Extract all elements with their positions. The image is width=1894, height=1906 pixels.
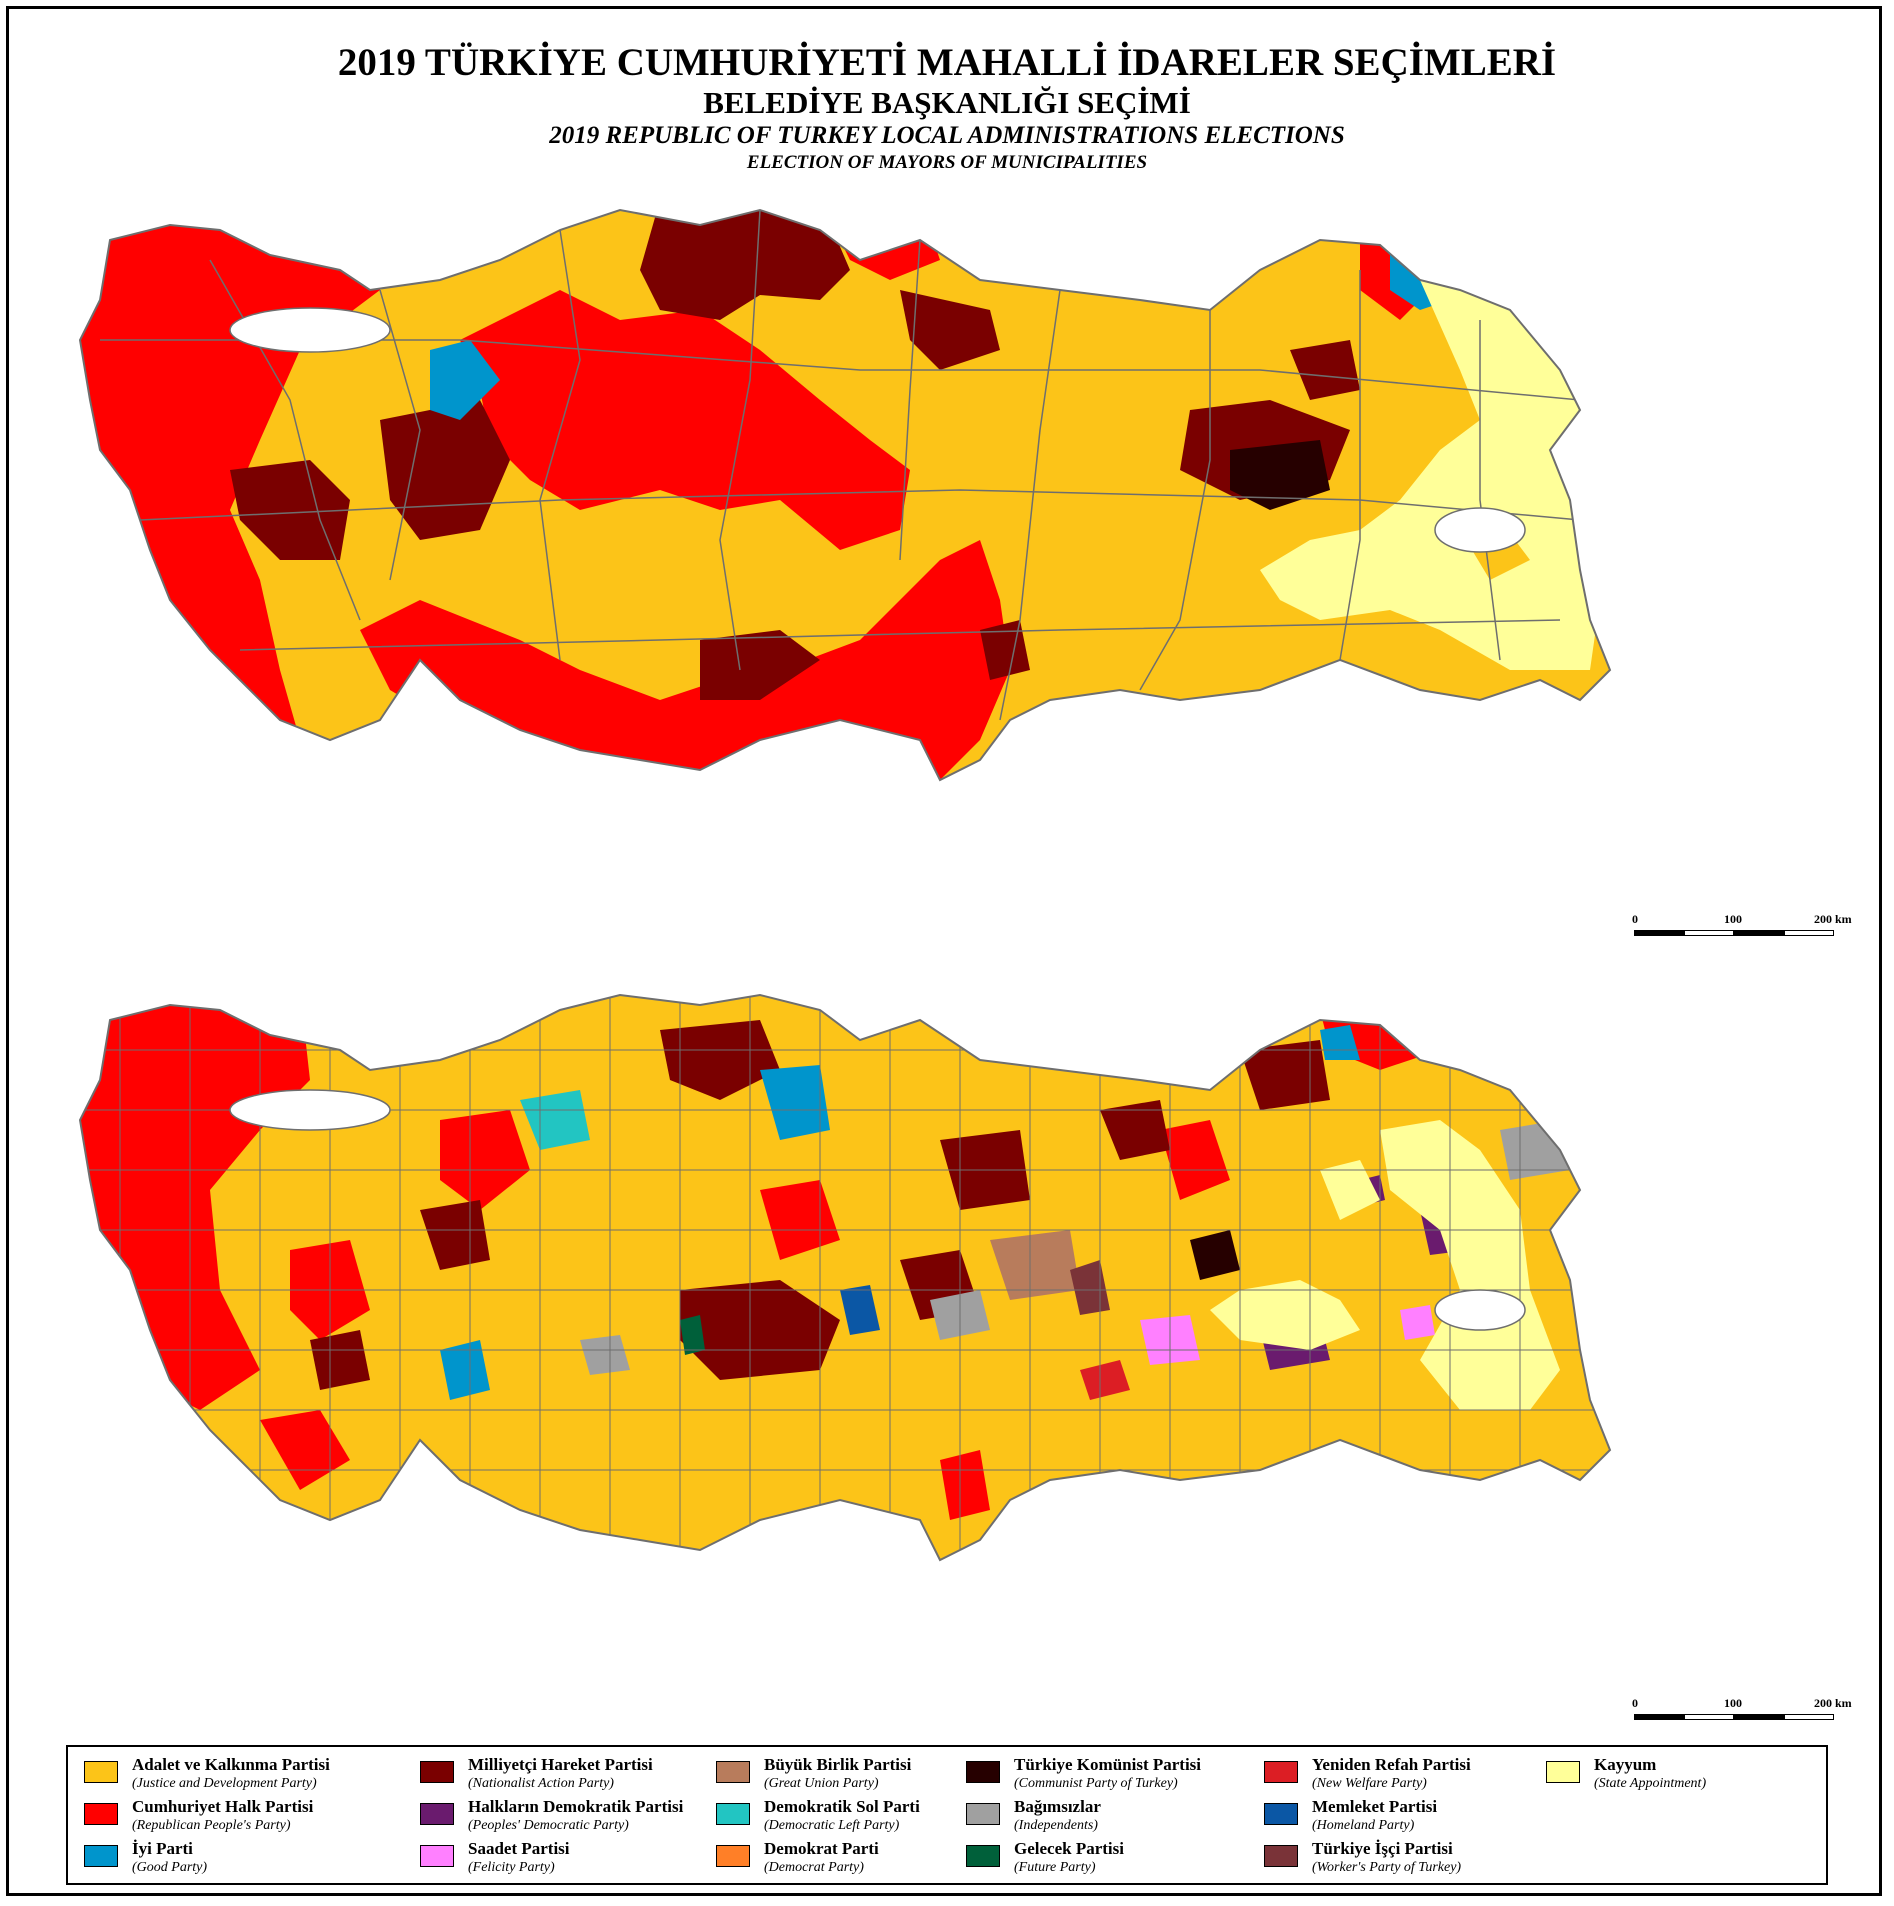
legend-item: Adalet ve Kalkınma Partisi (Justice and D… bbox=[84, 1755, 354, 1793]
legend-swatch bbox=[420, 1761, 454, 1783]
legend-party-name: Halkların Demokratik Partisi bbox=[468, 1797, 684, 1816]
scale-label-100: 100 bbox=[1724, 912, 1742, 926]
legend-party-english: (Justice and Development Party) bbox=[132, 1776, 317, 1791]
subtitle-english: ELECTION OF MAYORS OF MUNICIPALITIES bbox=[746, 152, 1148, 173]
legend-item: Cumhuriyet Halk Partisi (Republican Peopl… bbox=[84, 1797, 354, 1835]
legend: Adalet ve Kalkınma Partisi (Justice and D… bbox=[66, 1745, 1828, 1885]
legend-party-name: İyi Parti bbox=[132, 1839, 193, 1858]
legend-party-name: Adalet ve Kalkınma Partisi bbox=[132, 1755, 330, 1774]
legend-party-english: (Felicity Party) bbox=[468, 1860, 555, 1875]
legend-party-name: Türkiye Komünist Partisi bbox=[1014, 1755, 1202, 1774]
legend-party-name: Milliyetçi Hareket Partisi bbox=[468, 1755, 653, 1774]
legend-swatch bbox=[716, 1803, 750, 1825]
legend-party-name: Türkiye İşçi Partisi bbox=[1312, 1839, 1453, 1858]
legend-swatch bbox=[84, 1803, 118, 1825]
legend-swatch bbox=[1264, 1803, 1298, 1825]
legend-party-name: Demokrat Parti bbox=[764, 1839, 879, 1858]
legend-swatch bbox=[1546, 1761, 1580, 1783]
legend-swatch bbox=[966, 1761, 1000, 1783]
scale-label-200: 200 km bbox=[1814, 912, 1852, 926]
legend-party-english: (Republican People's Party) bbox=[132, 1818, 291, 1833]
scale-label-100: 100 bbox=[1724, 1696, 1742, 1710]
legend-party-english: (State Appointment) bbox=[1594, 1776, 1707, 1791]
scale-bar-top: 0 100 200 km bbox=[1632, 912, 1852, 952]
legend-item: Memleket Partisi (Homeland Party) bbox=[1264, 1797, 1534, 1835]
legend-party-name: Demokratik Sol Parti bbox=[764, 1797, 920, 1816]
legend-item: Bağımsızlar (Independents) bbox=[966, 1797, 1236, 1835]
legend-party-english: (Independents) bbox=[1014, 1818, 1098, 1833]
legend-swatch bbox=[84, 1761, 118, 1783]
legend-item: Yeniden Refah Partisi (New Welfare Party) bbox=[1264, 1755, 1534, 1793]
scale-label-0: 0 bbox=[1632, 1696, 1638, 1710]
legend-party-english: (Good Party) bbox=[132, 1860, 208, 1875]
legend-party-english: (Communist Party of Turkey) bbox=[1014, 1776, 1178, 1791]
legend-party-english: (Democratic Left Party) bbox=[764, 1818, 900, 1833]
legend-swatch bbox=[84, 1845, 118, 1867]
legend-item: Gelecek Partisi (Future Party) bbox=[966, 1839, 1236, 1877]
legend-party-english: (Democrat Party) bbox=[764, 1860, 864, 1875]
legend-swatch bbox=[1264, 1845, 1298, 1867]
province-level-map bbox=[60, 200, 1840, 960]
legend-item: Türkiye İşçi Partisi (Worker's Party of T… bbox=[1264, 1839, 1534, 1877]
legend-party-name: Memleket Partisi bbox=[1312, 1797, 1438, 1816]
legend-swatch bbox=[1264, 1761, 1298, 1783]
legend-party-name: Büyük Birlik Partisi bbox=[764, 1755, 912, 1774]
scale-bar-bottom: 0 100 200 km bbox=[1632, 1696, 1852, 1736]
legend-party-name: Bağımsızlar bbox=[1014, 1797, 1101, 1816]
legend-item: Demokrat Parti (Democrat Party) bbox=[716, 1839, 986, 1877]
title-english: 2019 REPUBLIC OF TURKEY LOCAL ADMINISTRA… bbox=[549, 122, 1345, 149]
legend-party-english: (Worker's Party of Turkey) bbox=[1312, 1860, 1462, 1875]
legend-party-english: (Peoples' Democratic Party) bbox=[468, 1818, 629, 1833]
district-level-map bbox=[60, 990, 1840, 1730]
legend-party-english: (New Welfare Party) bbox=[1312, 1776, 1427, 1791]
legend-swatch bbox=[716, 1761, 750, 1783]
outer-frame bbox=[6, 6, 1882, 1896]
legend-item: Saadet Partisi (Felicity Party) bbox=[420, 1839, 690, 1877]
legend-item: Büyük Birlik Partisi (Great Union Party) bbox=[716, 1755, 986, 1793]
legend-party-name: Cumhuriyet Halk Partisi bbox=[132, 1797, 314, 1816]
legend-party-name: Saadet Partisi bbox=[468, 1839, 570, 1858]
legend-party-english: (Homeland Party) bbox=[1312, 1818, 1415, 1833]
legend-party-name: Kayyum bbox=[1594, 1755, 1657, 1774]
title-turkish: 2019 TÜRKİYE CUMHURİYETİ MAHALLİ İDARELE… bbox=[337, 41, 1557, 84]
legend-swatch bbox=[420, 1845, 454, 1867]
legend-party-name: Gelecek Partisi bbox=[1014, 1839, 1124, 1858]
legend-item: Demokratik Sol Parti (Democratic Left Par… bbox=[716, 1797, 986, 1835]
subtitle-turkish: BELEDİYE BAŞKANLIĞI SEÇİMİ bbox=[703, 85, 1191, 120]
legend-party-name: Yeniden Refah Partisi bbox=[1312, 1755, 1471, 1774]
legend-swatch bbox=[420, 1803, 454, 1825]
legend-item: Milliyetçi Hareket Partisi (Nationalist A… bbox=[420, 1755, 690, 1793]
legend-swatch bbox=[966, 1803, 1000, 1825]
legend-swatch bbox=[966, 1845, 1000, 1867]
legend-item: Halkların Demokratik Partisi (Peoples' De… bbox=[420, 1797, 690, 1835]
scale-label-0: 0 bbox=[1632, 912, 1638, 926]
legend-item: İyi Parti (Good Party) bbox=[84, 1839, 354, 1877]
legend-party-english: (Nationalist Action Party) bbox=[468, 1776, 614, 1791]
legend-swatch bbox=[716, 1845, 750, 1867]
legend-party-english: (Future Party) bbox=[1014, 1860, 1096, 1875]
legend-item: Türkiye Komünist Partisi (Communist Party… bbox=[966, 1755, 1236, 1793]
legend-item: Kayyum (State Appointment) bbox=[1546, 1755, 1816, 1793]
legend-party-english: (Great Union Party) bbox=[764, 1776, 879, 1791]
scale-label-200: 200 km bbox=[1814, 1696, 1852, 1710]
